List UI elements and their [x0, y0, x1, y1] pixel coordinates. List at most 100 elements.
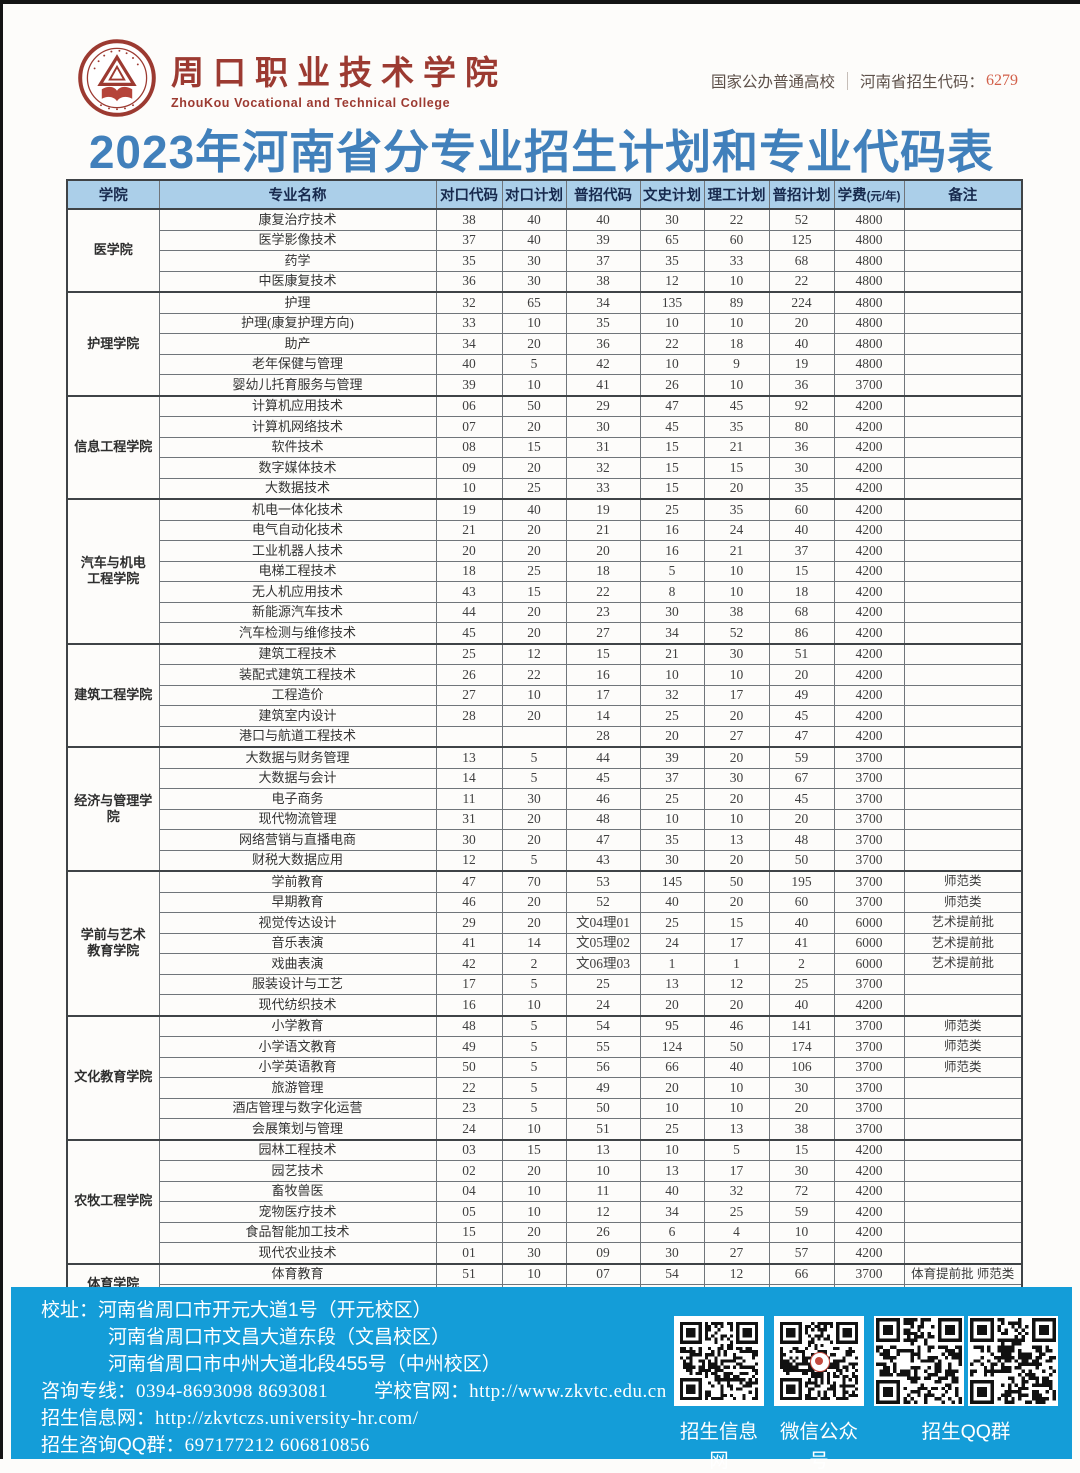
value-cell: 35 [768, 477, 835, 500]
value-cell: 4200 [833, 560, 905, 582]
value-cell: 5 [501, 1077, 567, 1099]
value-cell: 文06理03 [565, 953, 641, 975]
value-cell: 11 [565, 1180, 641, 1202]
value-cell: 15 [501, 1138, 567, 1161]
value-cell: 10 [501, 1262, 567, 1285]
table-row: 宠物医疗技术 05 10 12 34 25 59 4200 [67, 1201, 1023, 1223]
plan-table: 学院 专业名称 对口代码 对口计划 普招代码 文史计划 理工计划 普招计划 学费(元/年) 备注 … [66, 179, 1023, 1307]
value-cell: 45 [768, 705, 835, 727]
value-cell: 30 [501, 1242, 567, 1264]
value-cell: 4200 [833, 725, 905, 748]
value-cell: 20 [768, 312, 835, 334]
value-cell: 22 [639, 333, 705, 355]
value-cell: 47 [565, 829, 641, 851]
address-label: 校址： [41, 1300, 99, 1321]
value-cell: 40 [435, 353, 503, 375]
remark-cell [903, 664, 1023, 686]
value-cell: 25 [639, 1118, 705, 1140]
value-cell: 13 [703, 829, 770, 851]
column-header: 学院 [66, 179, 160, 210]
value-cell: 12 [565, 1201, 641, 1223]
value-cell: 6000 [833, 953, 905, 975]
college-name-en: ZhouKou Vocational and Technical College [171, 96, 451, 110]
value-cell: 5 [501, 1056, 567, 1078]
major-name-cell: 网络营销与直播电商 [158, 829, 437, 851]
value-cell: 46 [565, 788, 641, 810]
value-cell: 49 [768, 684, 835, 706]
value-cell: 20 [768, 664, 835, 686]
value-cell: 22 [435, 1077, 503, 1099]
value-cell: 12 [703, 973, 770, 995]
college-name-cell: 农牧工程学院 [66, 1138, 160, 1264]
value-cell: 01 [435, 1242, 503, 1264]
value-cell: 24 [565, 994, 641, 1016]
major-name-cell: 大数据技术 [158, 477, 437, 500]
remark-cell [903, 973, 1023, 995]
value-cell: 35 [565, 312, 641, 334]
value-cell: 34 [565, 291, 641, 314]
value-cell: 4200 [833, 519, 905, 541]
value-cell: 35 [703, 498, 770, 521]
major-name-cell: 旅游管理 [158, 1077, 437, 1099]
value-cell: 20 [501, 1221, 567, 1243]
column-header: 普招计划 [768, 179, 835, 210]
value-cell: 5 [501, 767, 567, 789]
value-cell: 39 [639, 746, 705, 769]
value-cell: 3700 [833, 1118, 905, 1140]
value-cell: 45 [435, 622, 503, 644]
value-cell: 4 [703, 1221, 770, 1243]
major-name-cell: 助产 [158, 333, 437, 355]
remark-cell [903, 581, 1023, 603]
value-cell: 145 [639, 870, 705, 893]
value-cell: 4200 [833, 416, 905, 438]
remark-cell [903, 1138, 1023, 1161]
value-cell: 125 [768, 229, 835, 251]
value-cell: 30 [639, 208, 705, 231]
value-cell: 17 [435, 973, 503, 995]
value-cell: 20 [501, 912, 567, 934]
value-cell: 66 [639, 1056, 705, 1078]
remark-cell [903, 1077, 1023, 1099]
table-row: 医学影像技术 37 40 39 65 60 125 4800 [67, 229, 1023, 251]
remark-cell [903, 1201, 1023, 1223]
remark-cell [903, 333, 1023, 355]
value-cell: 65 [639, 229, 705, 251]
value-cell: 24 [435, 1118, 503, 1140]
value-cell: 174 [768, 1036, 835, 1058]
table-row: 计算机网络技术 07 20 30 45 35 80 4200 [67, 416, 1023, 438]
value-cell: 67 [768, 767, 835, 789]
value-cell: 42 [565, 353, 641, 375]
value-cell: 4800 [833, 250, 905, 272]
badge-divider [846, 72, 848, 90]
value-cell: 51 [435, 1262, 503, 1285]
table-row: 经济与管理学院 大数据与财务管理 13 5 44 39 20 59 3700 [66, 746, 1023, 872]
value-cell: 15 [639, 477, 705, 500]
remark-cell: 师范类 [903, 1056, 1023, 1078]
value-cell: 4200 [833, 581, 905, 603]
value-cell: 5 [639, 560, 705, 582]
value-cell: 14 [565, 705, 641, 727]
value-cell: 22 [501, 664, 567, 686]
value-cell: 27 [435, 684, 503, 706]
plan-table-head: 学院 专业名称 对口代码 对口计划 普招代码 文史计划 理工计划 普招计划 学费(元/年) 备注 [66, 179, 1023, 210]
value-cell: 20 [501, 601, 567, 623]
website-value: http://www.zkvtc.edu.cn [469, 1381, 667, 1402]
value-cell: 34 [639, 622, 705, 644]
major-name-cell: 服装设计与工艺 [158, 973, 437, 995]
value-cell: 25 [501, 560, 567, 582]
remark-cell [903, 477, 1023, 500]
header-badges: 国家公办普通高校 河南省招生代码： 6279 [711, 70, 1018, 92]
value-cell: 43 [565, 849, 641, 872]
value-cell: 33 [435, 312, 503, 334]
value-cell: 3700 [833, 1262, 905, 1285]
major-name-cell: 机电一体化技术 [158, 498, 437, 521]
major-name-cell: 小学语文教育 [158, 1036, 437, 1058]
value-cell: 4800 [833, 353, 905, 375]
value-cell: 32 [639, 684, 705, 706]
value-cell: 38 [565, 270, 641, 293]
major-name-cell: 会展策划与管理 [158, 1118, 437, 1140]
value-cell: 16 [565, 664, 641, 686]
value-cell: 9 [703, 353, 770, 375]
value-cell: 50 [768, 849, 835, 872]
value-cell: 72 [768, 1180, 835, 1202]
